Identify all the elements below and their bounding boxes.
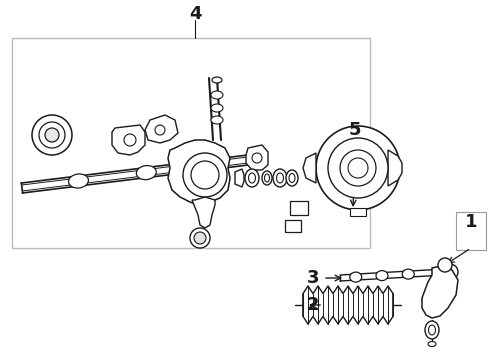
Ellipse shape	[262, 171, 272, 185]
Polygon shape	[303, 153, 316, 183]
Ellipse shape	[136, 166, 156, 180]
Bar	[285, 220, 301, 232]
Ellipse shape	[425, 321, 439, 339]
Circle shape	[328, 138, 388, 198]
Ellipse shape	[289, 174, 295, 183]
Circle shape	[340, 150, 376, 186]
Circle shape	[348, 158, 368, 178]
Ellipse shape	[211, 104, 223, 112]
Bar	[12, 38, 370, 248]
Circle shape	[183, 153, 227, 197]
Ellipse shape	[402, 269, 414, 279]
Circle shape	[45, 128, 59, 142]
Text: 3: 3	[307, 269, 319, 287]
Ellipse shape	[245, 169, 259, 187]
Circle shape	[316, 126, 400, 210]
Polygon shape	[235, 169, 244, 187]
Ellipse shape	[211, 91, 223, 99]
Ellipse shape	[265, 174, 270, 182]
Polygon shape	[388, 150, 402, 186]
Ellipse shape	[211, 116, 223, 124]
Circle shape	[252, 153, 262, 163]
Bar	[290, 201, 308, 215]
Circle shape	[194, 232, 206, 244]
Circle shape	[124, 134, 136, 146]
Ellipse shape	[286, 170, 298, 186]
Ellipse shape	[212, 77, 222, 83]
Ellipse shape	[376, 271, 388, 280]
Ellipse shape	[69, 174, 89, 188]
Ellipse shape	[248, 173, 255, 183]
Circle shape	[438, 258, 452, 272]
Ellipse shape	[273, 169, 287, 187]
Polygon shape	[168, 140, 230, 205]
Polygon shape	[145, 115, 178, 143]
Circle shape	[39, 122, 65, 148]
Ellipse shape	[428, 342, 436, 346]
Bar	[456, 212, 486, 250]
Circle shape	[191, 161, 219, 189]
Polygon shape	[112, 125, 145, 155]
Ellipse shape	[276, 173, 284, 183]
Circle shape	[190, 228, 210, 248]
Circle shape	[442, 264, 458, 280]
Text: 2: 2	[307, 296, 319, 314]
Text: 5: 5	[349, 121, 361, 139]
Polygon shape	[192, 197, 215, 228]
Polygon shape	[246, 145, 268, 170]
Polygon shape	[422, 265, 458, 318]
Ellipse shape	[428, 325, 436, 335]
Ellipse shape	[350, 272, 362, 282]
Bar	[350, 208, 366, 216]
Circle shape	[32, 115, 72, 155]
Text: 1: 1	[465, 213, 477, 231]
Circle shape	[155, 125, 165, 135]
Text: 4: 4	[189, 5, 201, 23]
